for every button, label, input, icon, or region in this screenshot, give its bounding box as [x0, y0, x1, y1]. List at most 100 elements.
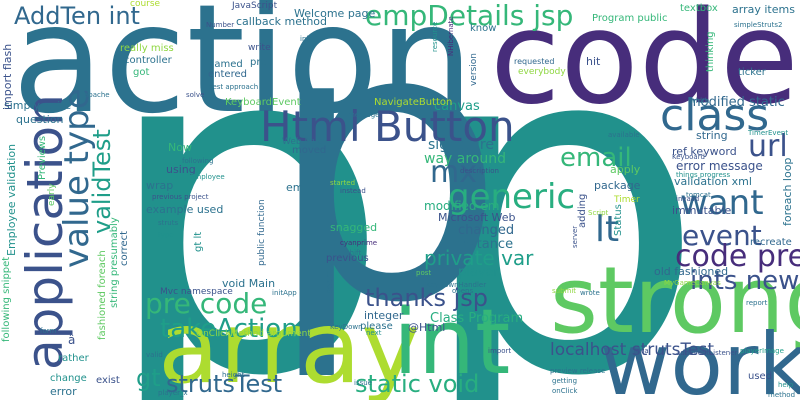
word-way-around: way around: [424, 151, 506, 167]
word-example-used: example used: [146, 203, 224, 216]
word-gt: gt: [136, 364, 161, 392]
word-addeventlistener: addEventListener: [676, 349, 738, 357]
word-player: player: [458, 265, 499, 280]
word-previews: Previews: [37, 135, 48, 180]
word-now: Now: [168, 141, 192, 154]
word-ints-new: ints new: [690, 266, 800, 296]
word-solve: solve: [186, 91, 205, 99]
word-addten-int: AddTen int: [14, 2, 140, 30]
word-code-pre: code pre: [675, 239, 800, 274]
word-things-progress: things progress: [676, 171, 731, 179]
word-wrap: wrap: [146, 179, 174, 192]
word-simplestruts2: simpleStruts2: [734, 21, 783, 29]
word-apply: apply: [610, 163, 641, 176]
word-available: available: [608, 131, 640, 139]
word-server: server: [571, 225, 579, 248]
word-instance: instance: [458, 237, 514, 252]
word-error-message: error message: [676, 159, 763, 173]
word-signature: signature: [428, 137, 494, 153]
word-immutable: immutable: [672, 204, 732, 217]
word-int: int: [393, 290, 511, 395]
word-cyanprime: cyanprime: [340, 239, 378, 247]
word-seem: seem: [325, 269, 335, 294]
word-onclick: onClick: [552, 387, 578, 395]
word-submit: submit: [552, 287, 577, 295]
word-early: early: [47, 183, 57, 206]
word-recreate: recreate: [750, 237, 792, 248]
word-simply-write: simply write: [4, 99, 72, 112]
word-mx: mx: [430, 155, 477, 190]
word-event: event: [682, 219, 762, 252]
word-playerimage: playerImage: [740, 347, 784, 355]
word-method: method: [768, 391, 796, 399]
word-mvc-namespace: Mvc namespace: [160, 287, 233, 297]
word-generic: generic: [448, 177, 576, 217]
word-employee-validation: Employee validation: [5, 143, 18, 256]
word-java: java: [634, 347, 649, 355]
word-issue: issue: [354, 379, 372, 387]
word-a-circ: â: [68, 333, 76, 347]
word-localhost-strutstest: localhost strutsTest: [550, 340, 714, 360]
word-please: please: [360, 321, 393, 332]
word-following-snippet: following snippet: [1, 256, 12, 342]
word-form: form: [40, 327, 57, 335]
word-requested: requested: [514, 57, 555, 66]
word-timerevent: TimerEvent: [748, 129, 789, 137]
word-private-var: private var: [424, 246, 534, 270]
word-change: change: [50, 373, 87, 384]
word-snagged: snagged: [330, 221, 378, 234]
word-question: question: [16, 113, 64, 126]
word-keydown: KeyDown: [330, 323, 363, 331]
word-moved: moved: [292, 145, 327, 156]
word-previous-project: previous project: [152, 193, 209, 201]
word-javascript: JavaScript: [232, 1, 278, 11]
word-pre: pre: [250, 57, 267, 68]
word-adding: adding: [577, 193, 588, 228]
word-lt: lt: [595, 209, 620, 250]
word-named: named: [208, 59, 243, 70]
word-controller: controller: [124, 55, 172, 66]
word-rather: rather: [58, 353, 89, 364]
word-using: using: [166, 163, 196, 176]
word-struts: struts: [158, 219, 179, 227]
word-html-button: Html Button: [260, 102, 515, 151]
word-package: package: [594, 179, 641, 192]
word-strong: strong: [550, 247, 800, 354]
word-callback-method: callback method: [236, 15, 328, 28]
word-wrote: wrote: [580, 289, 600, 297]
word-next: next: [366, 329, 382, 337]
word-employee: Employee: [190, 173, 225, 181]
word-post: post: [416, 269, 432, 277]
word-keyboard: Keyboard: [672, 153, 705, 161]
word-thanks-jsp: thanks jsp: [365, 284, 488, 312]
word-preview-release: preview release: [550, 367, 606, 375]
word-course: course: [130, 0, 161, 9]
word-height: height: [222, 371, 245, 379]
word-microsoft-web: Microsoft Web: [438, 211, 516, 224]
word-correct: correct: [119, 230, 130, 266]
word-know: know: [470, 23, 497, 34]
word-html-at: @Html: [408, 321, 446, 334]
word-ticker: ticker: [738, 67, 766, 78]
word-really-miss: really miss: [120, 43, 174, 54]
word-tomcat: tomcat: [686, 191, 711, 199]
word-void-main: void Main: [222, 277, 276, 290]
word-fashioned-foreach: fashioned foreach: [97, 250, 108, 340]
word-initapp: initApp: [272, 289, 297, 297]
word-welcome-page: Welcome page: [294, 7, 376, 20]
word-p-big-mid: p: [265, 0, 507, 386]
word-textbox: textbox: [680, 3, 718, 14]
word-started: started: [330, 179, 356, 187]
word-validation-xml: validation xml: [674, 175, 752, 188]
word-keyboardevent: KeyboardEvent: [225, 97, 301, 108]
word-import-flash: import flash: [1, 43, 14, 110]
word-hit: hit: [586, 55, 601, 68]
word-keydownhandler: KeyDownHandler: [426, 281, 487, 289]
word-mygamecanvas: MyGameCanvas: [664, 279, 721, 287]
word-p-big-right: p: [415, 0, 707, 400]
word-gt-lt: gt lt: [193, 231, 204, 252]
word-resource: resource: [431, 21, 439, 52]
word-navigatebutton: NavigateButton: [374, 97, 453, 108]
word-description: description: [460, 167, 499, 175]
